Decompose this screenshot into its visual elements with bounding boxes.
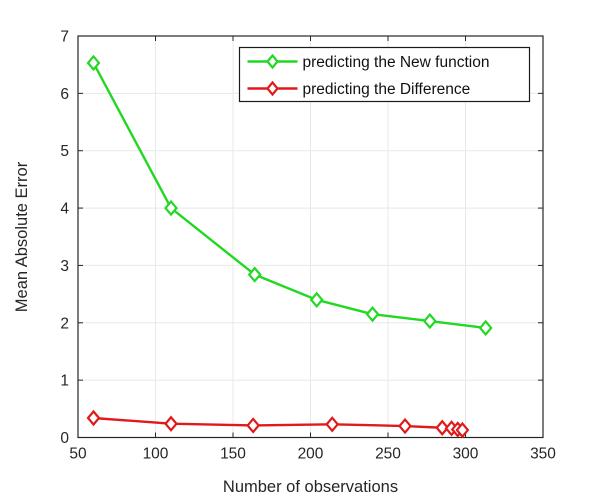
data-marker-diamond xyxy=(325,416,340,433)
legend-label: predicting the Difference xyxy=(303,81,471,98)
x-tick-label: 150 xyxy=(220,446,246,463)
x-tick-label: 250 xyxy=(375,446,401,463)
y-tick-label: 6 xyxy=(60,86,69,103)
legend-marker-diamond xyxy=(266,53,279,70)
y-tick-label: 0 xyxy=(60,430,69,447)
tick-labels: 50 100 150 200 250 300 350 0 1 2 3 4 5 6 7 xyxy=(60,29,556,463)
data-marker-diamond xyxy=(164,199,178,217)
data-marker-diamond xyxy=(365,305,380,323)
data-marker-diamond xyxy=(164,415,178,432)
data-marker-diamond xyxy=(435,419,450,436)
y-axis-label: Mean Absolute Error xyxy=(13,161,31,312)
legend-marker-diamond xyxy=(266,80,279,97)
data-marker-diamond xyxy=(247,266,262,283)
y-tick-label: 3 xyxy=(60,258,69,275)
legend-entry: predicting the New function xyxy=(247,53,490,71)
data-marker-diamond xyxy=(455,421,470,439)
legend-label: predicting the New function xyxy=(303,54,490,71)
legend: predicting the New function predicting th… xyxy=(238,46,531,103)
x-tick-label: 300 xyxy=(453,446,479,463)
data-marker-diamond xyxy=(398,417,412,435)
y-tick-label: 1 xyxy=(60,373,69,390)
axis-ticks xyxy=(77,35,544,438)
data-marker-diamond xyxy=(86,54,101,72)
legend-box xyxy=(238,46,531,103)
series-line xyxy=(92,61,487,330)
data-series xyxy=(86,54,493,439)
x-tick-label: 100 xyxy=(143,446,169,463)
data-marker-diamond xyxy=(246,417,261,434)
x-tick-label: 350 xyxy=(530,446,556,463)
data-marker-diamond xyxy=(478,319,493,337)
data-marker-diamond xyxy=(422,312,437,330)
y-tick-label: 7 xyxy=(60,29,69,46)
y-tick-label: 5 xyxy=(60,143,69,160)
legend-entry: predicting the Difference xyxy=(247,80,471,98)
series-0 xyxy=(86,54,493,337)
data-marker-diamond xyxy=(86,409,101,427)
x-tick-label: 50 xyxy=(69,446,87,463)
x-tick-label: 200 xyxy=(298,446,324,463)
data-marker-diamond xyxy=(309,291,324,309)
y-tick-label: 2 xyxy=(60,315,69,332)
x-axis-label: Number of observations xyxy=(223,478,398,496)
y-tick-label: 4 xyxy=(60,201,69,218)
series-1 xyxy=(86,409,470,439)
